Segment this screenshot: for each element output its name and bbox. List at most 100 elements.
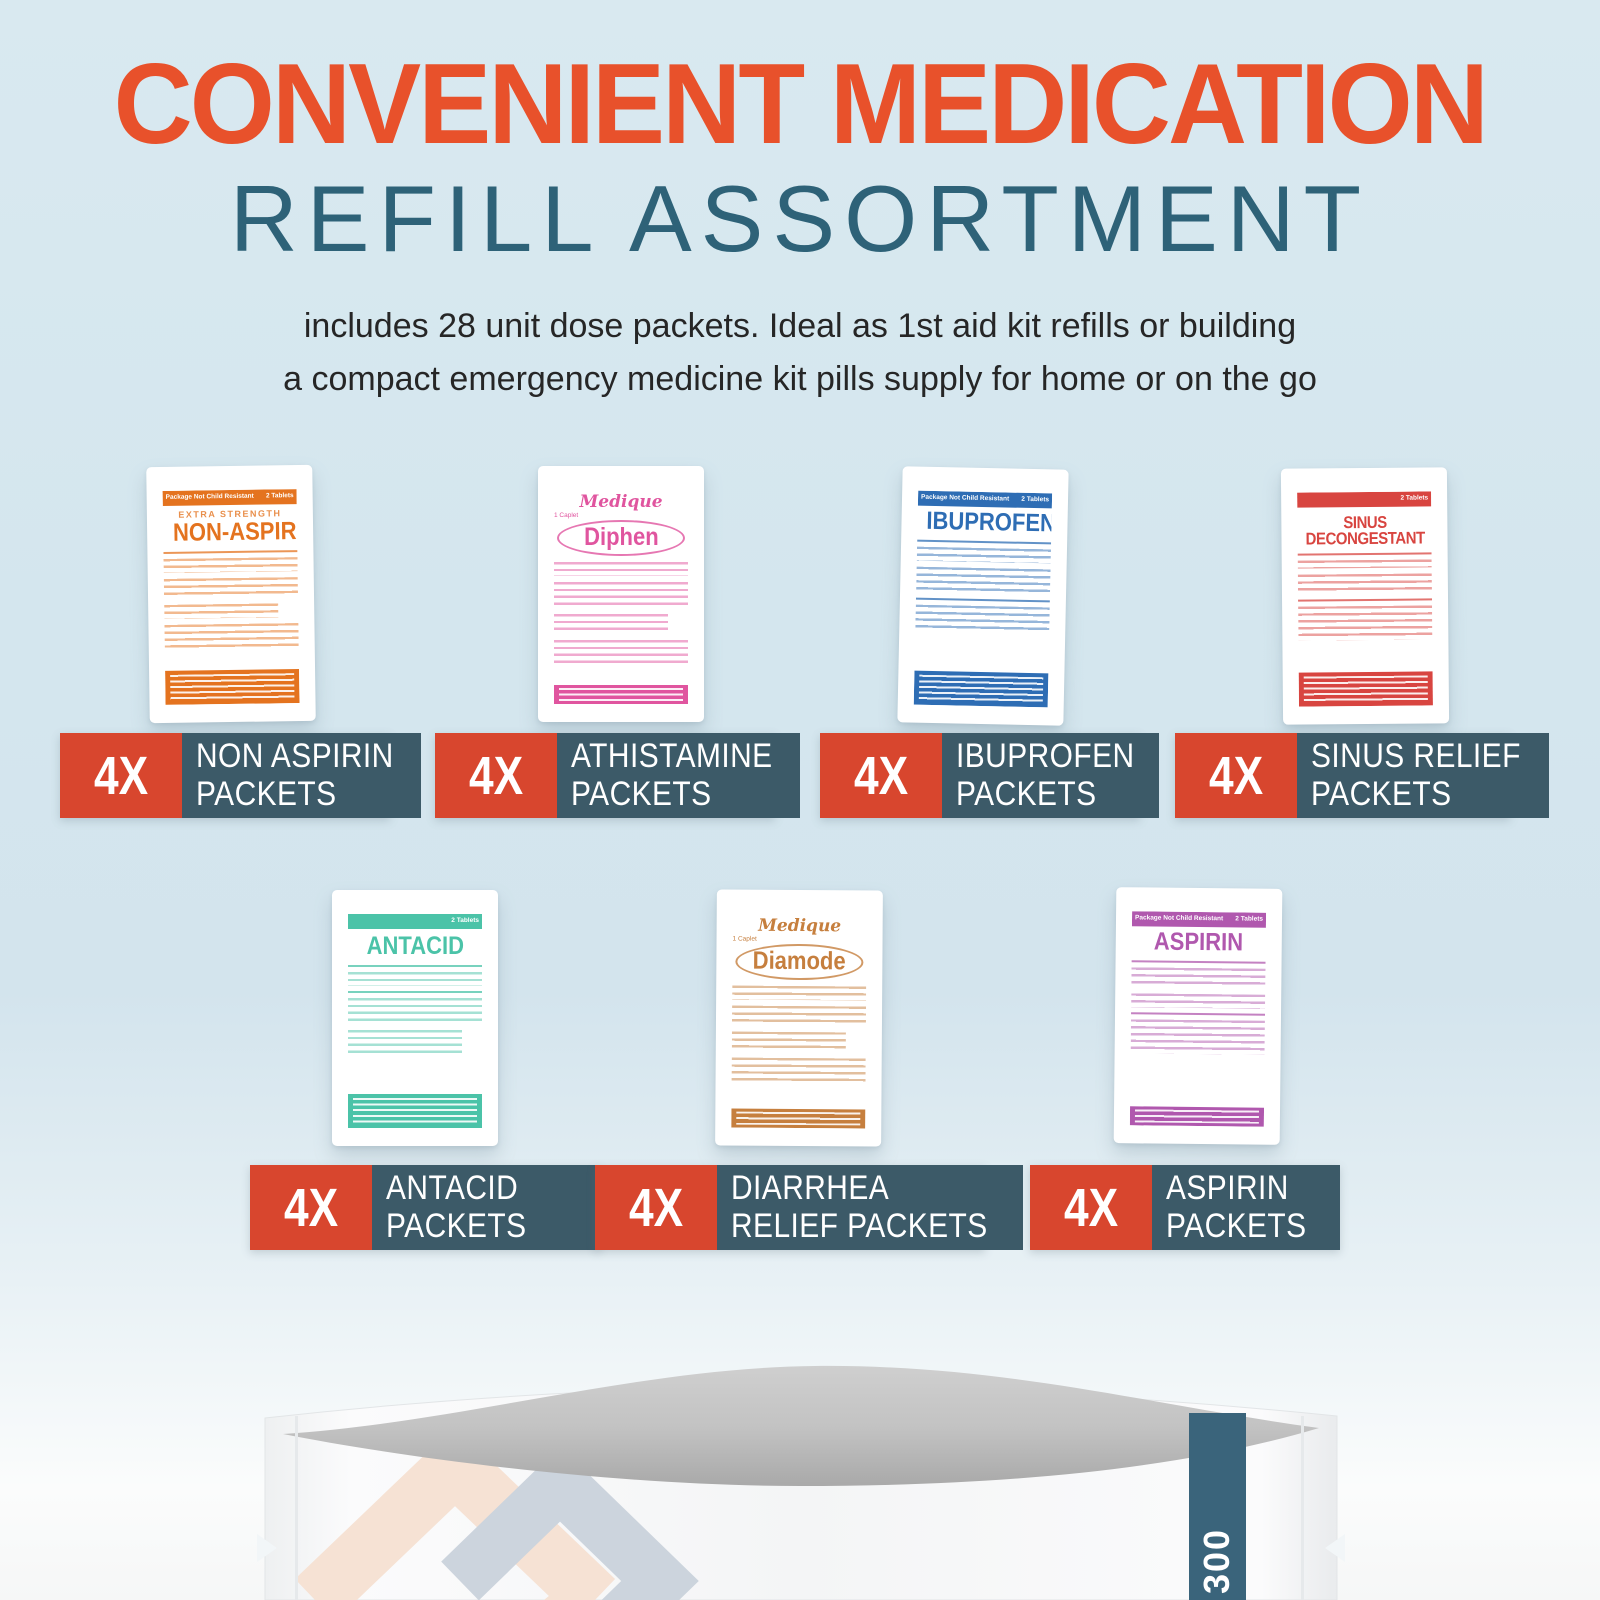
fine-print bbox=[915, 604, 1050, 634]
fine-print bbox=[731, 1005, 867, 1027]
packet-footer-box bbox=[554, 685, 688, 704]
label-text: ASPIRIN PACKETS bbox=[1152, 1165, 1340, 1250]
label-line-2: PACKETS bbox=[386, 1206, 527, 1245]
page-description: includes 28 unit dose packets. Ideal as … bbox=[0, 300, 1600, 405]
fine-print bbox=[731, 1057, 866, 1085]
packet-title-oval: Diamode bbox=[735, 944, 863, 981]
fine-print bbox=[348, 997, 482, 1024]
packet-title: ASPIRIN bbox=[1154, 927, 1244, 957]
divider bbox=[917, 539, 1052, 545]
packet-diamode-print: Medique 1 Caplet Diamode bbox=[731, 914, 867, 1129]
description-line-1: includes 28 unit dose packets. Ideal as … bbox=[303, 307, 1297, 345]
label-count: 4X bbox=[250, 1165, 372, 1250]
fine-print bbox=[554, 614, 668, 634]
packet-header-left: Package Not Child Resistant bbox=[1134, 914, 1224, 923]
label-line-1: DIARRHEA bbox=[731, 1169, 890, 1208]
label-sinus-relief-packets: 4X SINUS RELIEF PACKETS bbox=[1175, 733, 1550, 818]
packet-aspirin-print: Package Not Child Resistant 2 Tablets AS… bbox=[1129, 911, 1267, 1127]
packet-header-bar: Package Not Child Resistant 2 Tablets bbox=[162, 489, 297, 506]
label-line-1: SINUS RELIEF bbox=[1311, 737, 1521, 776]
fine-print bbox=[916, 566, 1051, 596]
divider bbox=[348, 964, 482, 967]
packet-ibuprofen: Package Not Child Resistant 2 Tablets IB… bbox=[897, 466, 1069, 726]
footer-text-lines bbox=[170, 673, 295, 701]
packet-header-right: 2 Tablets bbox=[1235, 915, 1264, 923]
packet-title: Diphen bbox=[583, 523, 659, 552]
page-title-line2: REFILL ASSORTMENT bbox=[229, 166, 1371, 271]
packet-diphen: Medique 1 Caplet Diphen bbox=[538, 466, 704, 722]
divider bbox=[915, 597, 1050, 603]
page-title-line1: CONVENIENT MEDICATION bbox=[0, 48, 1600, 162]
label-text: NON ASPIRIN PACKETS bbox=[182, 733, 421, 818]
label-line-2: PACKETS bbox=[196, 774, 337, 813]
label-count: 4X bbox=[60, 733, 182, 818]
divider bbox=[1297, 552, 1432, 556]
divider bbox=[1131, 1012, 1266, 1016]
label-line-1: ATHISTAMINE bbox=[571, 737, 773, 776]
packet-header-left: Package Not Child Resistant bbox=[920, 493, 1010, 503]
packet-diphen-print: Medique 1 Caplet Diphen bbox=[554, 490, 688, 704]
label-text: ANTACID PACKETS bbox=[372, 1165, 600, 1250]
label-text: DIARRHEA RELIEF PACKETS bbox=[717, 1165, 1023, 1250]
label-ibuprofen-packets: 4X IBUPROFEN PACKETS bbox=[820, 733, 1159, 818]
fine-print bbox=[163, 556, 298, 573]
label-non-aspirin-packets: 4X NON ASPIRIN PACKETS bbox=[60, 733, 421, 818]
packet-header-right: 2 Tablets bbox=[451, 917, 479, 925]
label-line-1: IBUPROFEN bbox=[956, 737, 1135, 776]
packet-title: Diamode bbox=[752, 946, 846, 976]
label-line-2: PACKETS bbox=[956, 774, 1097, 813]
packet-non-aspirin: Package Not Child Resistant 2 Tablets EX… bbox=[146, 464, 316, 724]
footer-text-lines bbox=[353, 1098, 477, 1124]
medique-brand-logo: Medique bbox=[758, 915, 842, 937]
packet-footer-box bbox=[1129, 1106, 1265, 1127]
label-aspirin-packets: 4X ASPIRIN PACKETS bbox=[1030, 1165, 1340, 1250]
packet-header-bar: 2 Tablets bbox=[1297, 491, 1432, 508]
packet-antacid: 2 Tablets ANTACID bbox=[332, 890, 498, 1146]
divider bbox=[1298, 598, 1433, 602]
packet-sinus-decongestant: 2 Tablets SINUS DECONGESTANT bbox=[1280, 467, 1450, 725]
watermark-logo bbox=[294, 1425, 699, 1600]
divider bbox=[163, 549, 298, 554]
fine-print bbox=[1130, 1019, 1265, 1055]
fine-print bbox=[164, 603, 279, 619]
footer-text-lines bbox=[1134, 1109, 1260, 1124]
fine-print bbox=[1298, 605, 1433, 641]
fine-print bbox=[731, 1031, 846, 1053]
label-count: 4X bbox=[435, 733, 557, 818]
label-line-2: PACKETS bbox=[1166, 1206, 1307, 1245]
pouch-top-seal bbox=[283, 1365, 1319, 1486]
packet-header-right: 2 Tablets bbox=[1400, 494, 1429, 502]
divider bbox=[1131, 960, 1266, 964]
label-text: SINUS RELIEF PACKETS bbox=[1297, 733, 1550, 818]
packet-header-left: Package Not Child Resistant bbox=[165, 492, 254, 502]
product-pouch-graphic: 300 bbox=[257, 1365, 1345, 1600]
fine-print bbox=[1131, 967, 1266, 989]
label-count: 4X bbox=[1030, 1165, 1152, 1250]
fine-print bbox=[163, 576, 299, 599]
fine-print bbox=[732, 985, 867, 1001]
divider bbox=[348, 990, 482, 993]
packet-header-bar: Package Not Child Resistant 2 Tablets bbox=[1131, 911, 1267, 928]
packet-title: NON-ASPIRIN bbox=[172, 516, 300, 547]
label-diarrhea-relief-packets: 4X DIARRHEA RELIEF PACKETS bbox=[595, 1165, 1023, 1250]
fine-print bbox=[554, 582, 688, 608]
packet-caplet-note: 1 Caplet bbox=[732, 935, 757, 943]
label-line-1: ASPIRIN bbox=[1166, 1169, 1289, 1208]
product-pouch: 300 bbox=[255, 1356, 1347, 1600]
label-antacid-packets: 4X ANTACID PACKETS bbox=[250, 1165, 600, 1250]
packet-footer-box bbox=[165, 669, 300, 705]
label-line-1: NON ASPIRIN bbox=[196, 737, 394, 776]
label-text: IBUPROFEN PACKETS bbox=[942, 733, 1159, 818]
packet-antacid-print: 2 Tablets ANTACID bbox=[348, 914, 482, 1128]
fine-print bbox=[554, 640, 688, 666]
footer-text-lines bbox=[1303, 675, 1428, 703]
medique-brand-logo: Medique bbox=[579, 492, 663, 512]
packet-footer-box bbox=[348, 1094, 482, 1128]
label-line-2: PACKETS bbox=[571, 774, 712, 813]
packet-header-right: 2 Tablets bbox=[265, 492, 294, 500]
pouch-left-notch bbox=[257, 1534, 277, 1562]
footer-text-lines bbox=[918, 674, 1044, 704]
fine-print bbox=[1297, 573, 1432, 595]
fine-print bbox=[348, 1029, 462, 1056]
